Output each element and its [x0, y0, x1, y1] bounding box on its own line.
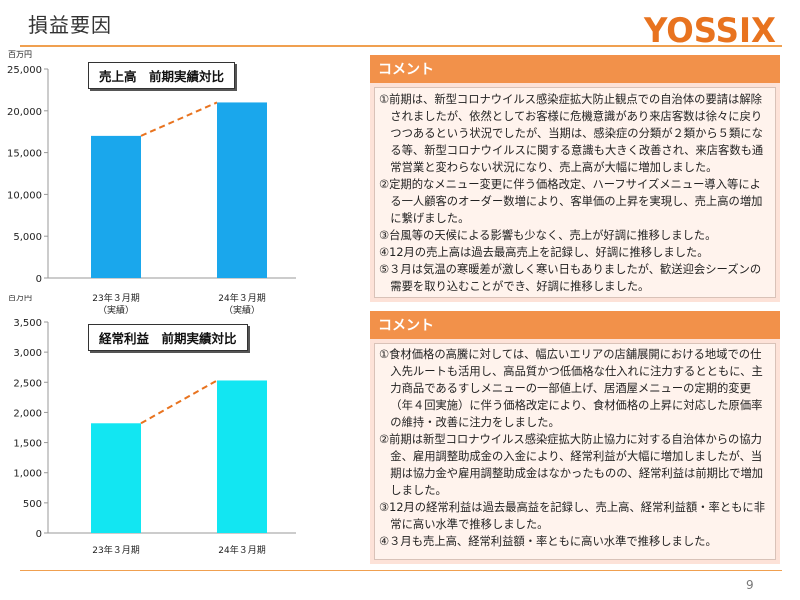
- y-tick-label: 0: [36, 529, 42, 540]
- comment-item: ④３月も売上高、経常利益額・率ともに高い水準で推移しました。: [379, 535, 717, 548]
- bottom-rule: [20, 570, 782, 571]
- sales-chart: 百万円25,00020,00015,00010,0005,000023年３月期（…: [7, 50, 296, 316]
- sales-comment-list: ①前期は、新型コロナウイルス感染症拡大防止観点での自治体の要請は解除されましたが…: [379, 91, 771, 295]
- profit-comment-list: ①食材価格の高騰に対しては、幅広いエリアの店舗展開における地域での仕入先ルートも…: [379, 346, 771, 550]
- sales-bar: [91, 135, 141, 278]
- category-label: 23年３月期: [92, 292, 139, 304]
- company-logo: YOSSIX: [643, 11, 776, 50]
- category-label: 24年３月期: [218, 544, 265, 555]
- comment-item: ②前期は新型コロナウイルス感染症拡大防止協力に対する自治体からの協力金、雇用調整…: [379, 433, 764, 497]
- y-tick-label: 500: [23, 499, 42, 510]
- category-sublabel: （実績）: [224, 304, 260, 316]
- comment-item: ④12月の売上高は過去最高売上を記録し、好調に推移しました。: [379, 246, 709, 259]
- comment-item: ①食材価格の高騰に対しては、幅広いエリアの店舗展開における地域での仕入先ルートも…: [379, 348, 763, 429]
- profit-bar: [217, 380, 267, 533]
- y-tick-label: 3,000: [13, 348, 42, 359]
- comment-item: ⑤３月は気温の寒暖差が激しく寒い日もありましたが、歓送迎会シーズンの需要を取り込…: [379, 263, 762, 293]
- profit-bar: [91, 423, 141, 533]
- category-label: 24年３月期: [218, 292, 265, 304]
- sales-chart-title: 売上高 前期実績対比: [88, 62, 236, 89]
- category-label: 23年３月期: [92, 544, 139, 555]
- y-tick-label: 2,500: [13, 378, 42, 389]
- svg-text:YOSSIX: YOSSIX: [643, 11, 776, 50]
- unit-label: 百万円: [8, 295, 32, 302]
- comment-item: ③12月の経常利益は過去最高益を記録し、売上高、経常利益額・率ともに非常に高い水…: [379, 501, 766, 531]
- y-tick-label: 5,000: [13, 232, 42, 243]
- profit-comment-panel: ①食材価格の高騰に対しては、幅広いエリアの店舗展開における地域での仕入先ルートも…: [370, 339, 780, 564]
- y-tick-label: 15,000: [7, 149, 42, 160]
- y-tick-label: 3,500: [13, 318, 42, 329]
- sales-comment-header: コメント: [370, 55, 780, 83]
- sales-bar: [217, 102, 267, 278]
- y-tick-label: 1,500: [13, 439, 42, 450]
- y-tick-label: 10,000: [7, 190, 42, 201]
- sales-comment-panel: ①前期は、新型コロナウイルス感染症拡大防止観点での自治体の要請は解除されましたが…: [370, 83, 780, 302]
- y-tick-label: 0: [36, 274, 42, 285]
- title-rule: [20, 45, 782, 47]
- comment-item: ②定期的なメニュー変更に伴う価格改定、ハーフサイズメニュー導入等による一人顧客の…: [379, 178, 763, 225]
- trend-line: [140, 101, 218, 137]
- comment-item: ③台風等の天候による影響も少なく、売上が好調に推移しました。: [379, 229, 717, 242]
- y-tick-label: 25,000: [7, 65, 42, 76]
- trend-line: [140, 379, 218, 425]
- page-title: 損益要因: [28, 13, 112, 37]
- profit-chart: 百万円 3,500 3,000 2,500 2,000 1,500 1,000 500 0 23年…: [8, 295, 296, 555]
- profit-chart-title: 経常利益 前期実績対比: [88, 324, 248, 351]
- y-tick-label: 20,000: [7, 107, 42, 118]
- y-tick-label: 1,000: [13, 469, 42, 480]
- page-number: 9: [746, 578, 754, 592]
- y-tick-label: 2,000: [13, 408, 42, 419]
- comment-item: ①前期は、新型コロナウイルス感染症拡大防止観点での自治体の要請は解除されましたが…: [379, 93, 764, 174]
- profit-comment-header: コメント: [370, 311, 780, 339]
- category-sublabel: （実績）: [98, 304, 134, 316]
- unit-label: 百万円: [8, 50, 32, 59]
